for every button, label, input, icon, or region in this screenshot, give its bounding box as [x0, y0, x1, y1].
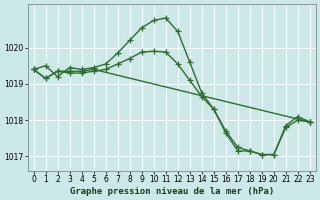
X-axis label: Graphe pression niveau de la mer (hPa): Graphe pression niveau de la mer (hPa) [69, 187, 274, 196]
